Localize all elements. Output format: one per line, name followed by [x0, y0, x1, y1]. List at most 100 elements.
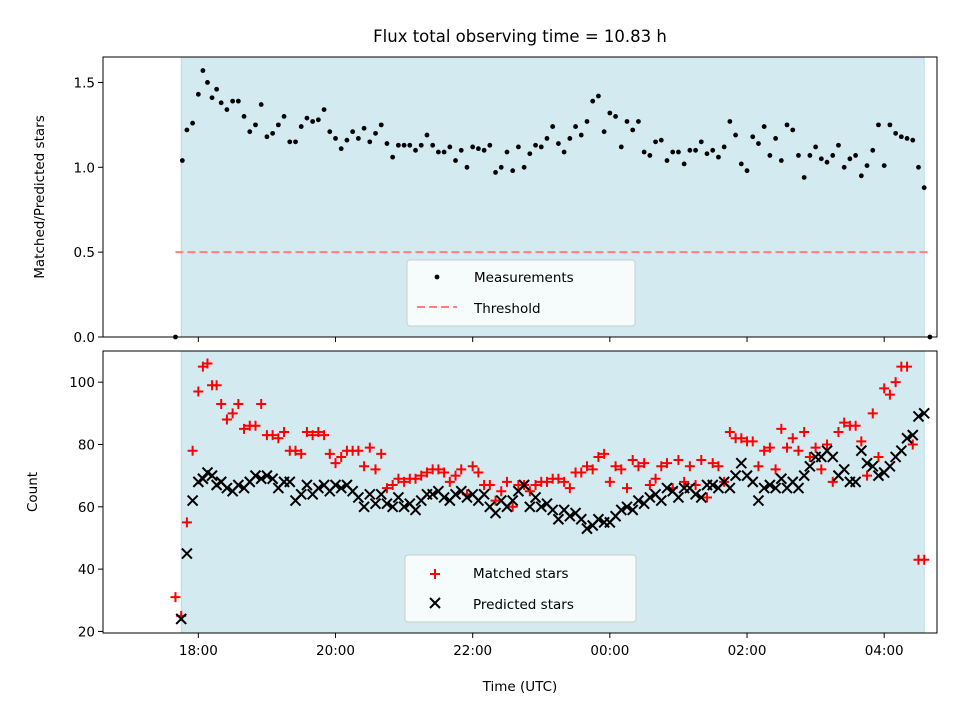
matched-star-point [850, 420, 861, 431]
measurement-point [704, 151, 710, 157]
bottom-x-ticks: 18:00 20:00 22:00 00:00 02:00 04:00 [179, 633, 904, 659]
matched-star-point [793, 445, 804, 456]
bottom-ytick-label-4: 100 [69, 375, 95, 391]
legend-label-measurements: Measurements [474, 270, 574, 286]
measurement-point [847, 156, 853, 162]
matched-star-point [364, 442, 375, 453]
matched-star-point [713, 461, 724, 472]
measurement-point [721, 144, 727, 150]
measurement-point [618, 144, 624, 150]
top-ytick-label-0: 0.0 [74, 330, 95, 346]
x-axis-label: Time (UTC) [482, 679, 558, 695]
measurement-point [784, 122, 790, 128]
measurement-point [584, 119, 590, 124]
measurement-point [910, 137, 916, 143]
matched-star-point [301, 427, 312, 438]
measurement-point [687, 147, 693, 153]
predicted-star-point [364, 488, 376, 501]
measurement-point [258, 102, 264, 107]
measurement-point [613, 113, 618, 119]
legend-marker-matched [430, 569, 440, 579]
measurement-point [253, 122, 258, 128]
measurement-point [214, 86, 220, 92]
bottom-legend: Matched stars Predicted stars [404, 554, 637, 623]
measurement-point [824, 159, 830, 165]
measurement-point [275, 122, 281, 128]
matched-star-point [444, 476, 455, 487]
matched-star-point [473, 467, 484, 478]
predicted-star-point [735, 457, 748, 469]
predicted-star-point [575, 513, 587, 525]
measurement-point [853, 153, 859, 158]
matched-star-point [776, 423, 787, 434]
matched-star-point [890, 377, 901, 388]
legend-label-predicted: Predicted stars [473, 597, 574, 613]
matched-star-point [839, 417, 850, 428]
predicted-star-point [621, 501, 633, 513]
bottom-xtick-label-5: 04:00 [865, 643, 904, 659]
matched-star-point [359, 461, 370, 472]
bottom-y-ticks: 20 40 60 80 100 [69, 375, 103, 640]
matched-star-point [216, 398, 227, 409]
matched-star-point [193, 386, 204, 397]
predicted-star-point [478, 488, 490, 501]
measurement-point [698, 139, 704, 145]
predicted-star-point [524, 501, 536, 513]
measurement-point [350, 129, 356, 135]
matched-star-point [410, 473, 421, 484]
predicted-star-point [729, 469, 742, 482]
matched-star-point [621, 483, 632, 494]
top-legend-box [406, 259, 636, 327]
matched-star-point [421, 467, 432, 478]
measurement-point [647, 153, 653, 158]
measurement-point [407, 142, 413, 148]
measurement-point [596, 93, 601, 99]
measurement-point [430, 142, 436, 148]
top-axes-frame [102, 56, 938, 338]
measurement-point [716, 154, 721, 160]
matched-star-point [599, 448, 610, 459]
measurement-point [693, 147, 698, 153]
predicted-star-point [335, 482, 347, 494]
matched-star-point [330, 458, 341, 469]
matched-star-point [867, 408, 878, 419]
predicted-star-point [506, 494, 519, 507]
predicted-star-point [861, 457, 873, 469]
matched-star-point [810, 442, 821, 453]
matched-star-point [696, 455, 707, 466]
matched-star-point [336, 451, 347, 462]
matched-star-point [456, 464, 467, 475]
measurement-point [733, 132, 738, 138]
measurement-point [641, 149, 647, 155]
matched-star-point [679, 476, 690, 487]
measurement-point [881, 163, 887, 169]
matched-star-point [759, 445, 770, 456]
matched-star-point [616, 464, 627, 475]
predicted-star-point [752, 494, 765, 507]
matched-star-point [227, 408, 238, 419]
measurement-point [510, 168, 516, 174]
matched-star-point [387, 479, 398, 490]
measurement-point [384, 141, 390, 146]
predicted-star-point [232, 479, 245, 491]
matched-star-point [736, 433, 747, 444]
measurement-point [298, 124, 304, 129]
matched-star-point [650, 473, 661, 484]
predicted-star-point [884, 460, 896, 473]
measurement-point [818, 156, 824, 162]
matched-stars-points [170, 358, 930, 621]
matched-star-point [393, 473, 404, 484]
predicted-star-point [855, 445, 868, 457]
measurement-point [801, 175, 807, 180]
measurement-point [315, 117, 321, 123]
measurement-point [470, 144, 476, 150]
measurement-point [898, 134, 904, 140]
predicted-star-point [206, 469, 218, 482]
measurement-point [487, 142, 493, 148]
matched-star-point [724, 427, 735, 438]
predicted-star-point [827, 451, 839, 463]
matched-star-point [833, 427, 844, 438]
measurement-point [435, 149, 441, 155]
predicted-star-point [918, 407, 930, 420]
measurement-point [681, 161, 687, 167]
